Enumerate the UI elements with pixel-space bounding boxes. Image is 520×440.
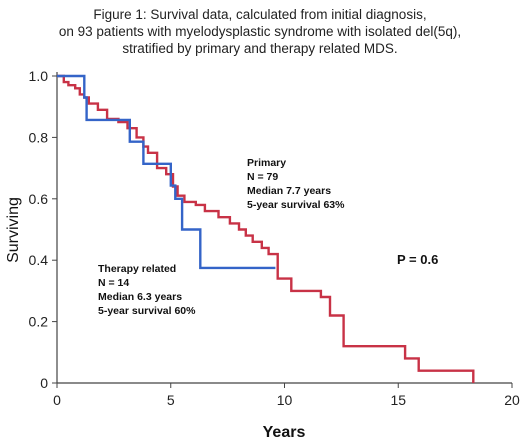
annotation-primary-name: Primary <box>247 157 286 169</box>
y-tick-label: 0.2 <box>29 314 49 330</box>
annotation-therapy-name: Therapy related <box>98 263 176 275</box>
annotation-primary-median: Median 7.7 years <box>247 185 331 197</box>
x-tick-label: 20 <box>504 392 520 408</box>
y-tick-label: 0.4 <box>29 252 49 268</box>
annotations: Primary N = 79 Median 7.7 years 5-year s… <box>98 157 438 317</box>
y-tick-label: 1.0 <box>29 68 49 84</box>
y-tick-label: 0.8 <box>29 129 49 145</box>
annotation-therapy-n: N = 14 <box>98 277 129 289</box>
series-line-primary <box>57 74 475 383</box>
p-value-label: P = 0.6 <box>397 252 438 267</box>
x-tick-label: 15 <box>390 392 406 408</box>
axes: 0 0.2 0.4 0.6 0.8 1.0 0 5 10 15 20 <box>29 68 520 408</box>
chart-title-line: on 93 patients with myelodysplastic synd… <box>58 24 462 39</box>
chart-title-line: Figure 1: Survival data, calculated from… <box>93 7 427 22</box>
x-axis-title: Years <box>263 424 306 440</box>
x-tick-label: 10 <box>277 392 293 408</box>
x-tick-label: 0 <box>53 392 61 408</box>
series-layer <box>57 74 475 383</box>
y-tick-label: 0.6 <box>29 191 49 207</box>
chart-title-line: stratified by primary and therapy relate… <box>122 41 398 56</box>
chart-title: Figure 1: Survival data, calculated from… <box>0 6 520 57</box>
annotation-primary-n: N = 79 <box>247 171 278 183</box>
x-tick-label: 5 <box>167 392 175 408</box>
y-tick-label: 0 <box>40 375 48 391</box>
series-line-therapy-related <box>57 74 276 270</box>
annotation-therapy-5yr: 5-year survival 60% <box>98 305 196 317</box>
y-axis-title: Surviving <box>5 197 22 263</box>
annotation-primary-5yr: 5-year survival 63% <box>247 199 345 211</box>
annotation-therapy-median: Median 6.3 years <box>98 291 182 303</box>
